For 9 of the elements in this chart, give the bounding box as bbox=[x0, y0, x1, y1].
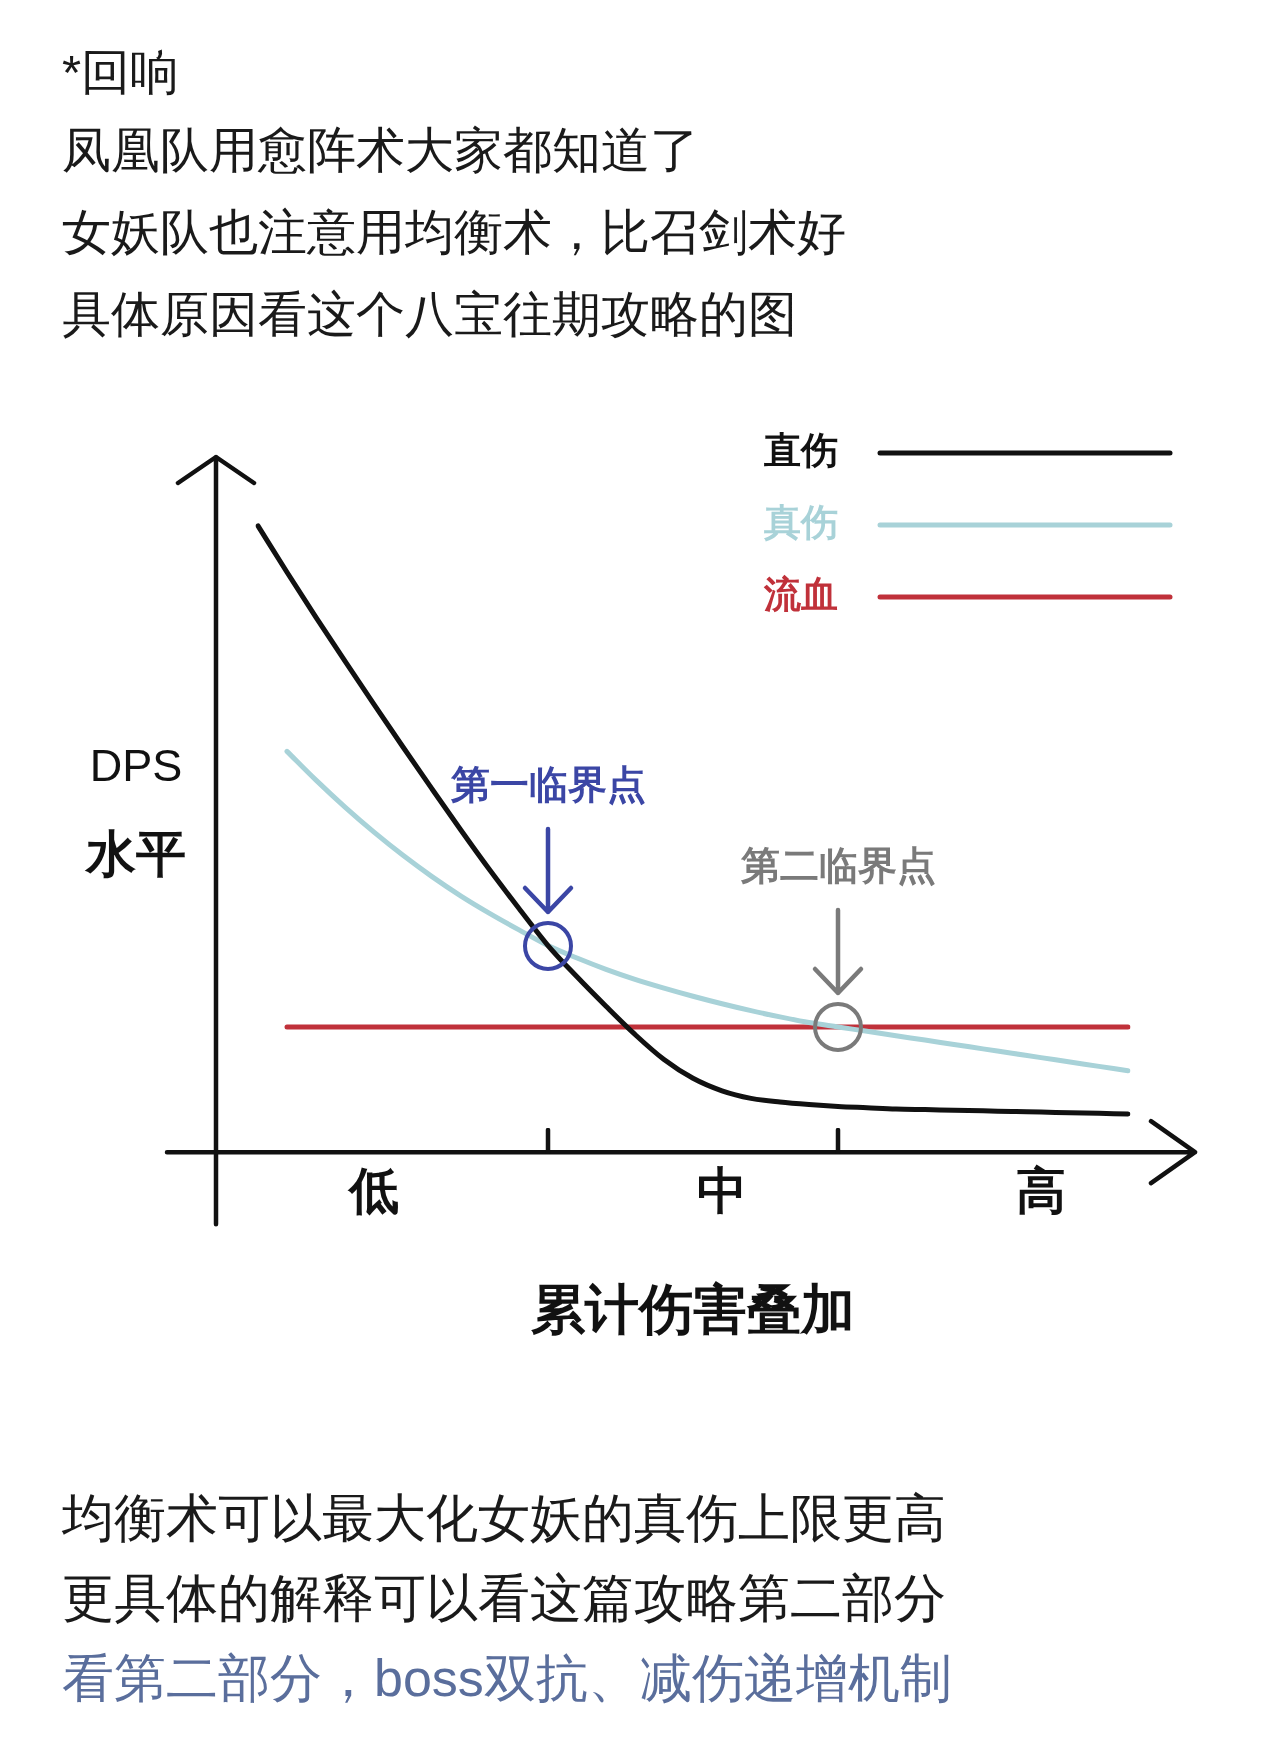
y-axis-title: DPS 水平 bbox=[84, 739, 186, 882]
text: 具体原因看这个八宝往期攻略的图 bbox=[62, 286, 797, 342]
x-axis-title: 累计伤害叠加 bbox=[531, 1279, 855, 1340]
text: 更具体的解释可以看这篇攻略第二部分 bbox=[62, 1569, 946, 1627]
text: 女妖队也注意用均衡术，比召剑术好 bbox=[62, 204, 846, 260]
text: 凤凰队用愈阵术大家都知道了 bbox=[62, 122, 699, 178]
text: 看第二部分，boss双抗、减伤递增机制 bbox=[62, 1649, 952, 1707]
text: 均衡术可以最大化女妖的真伤上限更高 bbox=[62, 1489, 946, 1547]
chart-title: *回响 bbox=[62, 44, 180, 100]
